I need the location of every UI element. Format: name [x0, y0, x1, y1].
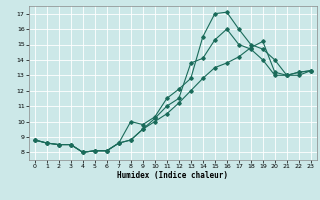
X-axis label: Humidex (Indice chaleur): Humidex (Indice chaleur): [117, 171, 228, 180]
